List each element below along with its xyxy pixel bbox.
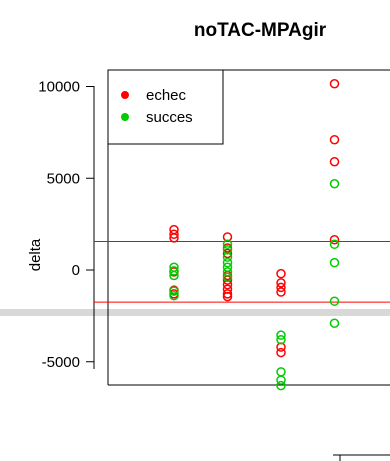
data-point-echec (222, 248, 233, 259)
data-point-echec (276, 347, 286, 358)
legend: echec succes (107, 69, 224, 145)
legend-label-echec: echec (146, 87, 187, 104)
data-point-succes (276, 367, 286, 377)
data-point-succes (276, 380, 286, 391)
legend-marker-succes (121, 113, 129, 121)
data-point-succes (329, 239, 340, 250)
data-point-echec (329, 134, 340, 145)
data-point-echec (222, 289, 233, 299)
data-point-echec (276, 282, 286, 293)
data-point-succes (222, 257, 233, 268)
data-point-echec (169, 229, 179, 239)
data-point-succes (169, 286, 179, 296)
data-point-echec (276, 268, 286, 279)
legend-marker-echec (121, 91, 129, 99)
data-point-succes (329, 318, 340, 328)
data-point-succes (276, 334, 286, 345)
data-point-succes (169, 266, 179, 276)
legend-box (107, 69, 224, 145)
data-point-echec (222, 291, 233, 302)
data-point-echec (276, 287, 286, 297)
y-tick-label: 10000 (38, 79, 80, 96)
data-point-succes (169, 270, 179, 281)
y-tick-label: 5000 (47, 170, 80, 187)
data-point-succes (222, 267, 233, 277)
y-tick-label: 0 (72, 262, 80, 279)
data-point-echec (329, 234, 340, 245)
data-point-succes (276, 375, 286, 385)
y-tick-label: -5000 (42, 354, 80, 371)
data-point-succes (222, 262, 233, 272)
data-point-echec (329, 78, 340, 89)
data-point-succes (329, 296, 340, 306)
data-point-succes (169, 290, 179, 301)
data-point-succes (222, 272, 233, 283)
data-point-succes (222, 252, 233, 262)
data-point-echec (276, 278, 286, 288)
data-point-echec (329, 156, 340, 167)
data-point-succes (276, 330, 286, 340)
scroll-divider-bar (0, 309, 390, 316)
y-axis-ticks: 10000 5000 0 -5000 (38, 79, 94, 371)
data-points (169, 78, 340, 391)
data-point-succes (329, 257, 340, 268)
legend-entries: echec succes (121, 87, 193, 126)
reference-lines (94, 241, 390, 303)
data-point-echec (169, 233, 179, 243)
data-point-succes (329, 179, 340, 189)
data-point-succes (222, 239, 233, 250)
y-axis-label: delta (27, 238, 44, 271)
chart-title: noTAC-MPAgir (193, 20, 327, 41)
legend-label-succes: succes (146, 109, 193, 126)
